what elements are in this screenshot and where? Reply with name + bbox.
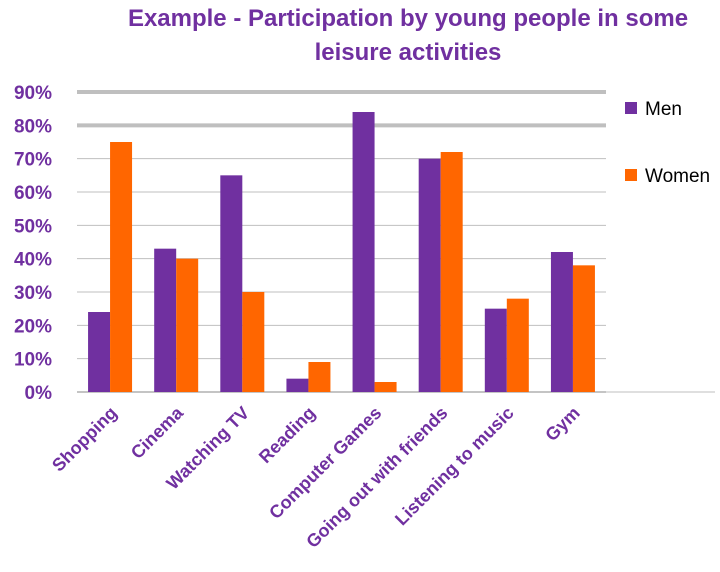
y-tick-label: 90% xyxy=(14,83,52,104)
y-tick-label: 20% xyxy=(14,316,52,337)
x-tick-label: Computer Games xyxy=(265,403,385,523)
chart-title-line-1: Example - Participation by young people … xyxy=(128,5,688,32)
bar-men xyxy=(484,308,507,392)
y-axis-ticks: 0% 10% 20% 30% 40% 50% 60% 70% 80% 90% xyxy=(14,83,52,404)
bars xyxy=(88,112,595,392)
y-tick-label: 70% xyxy=(14,150,52,171)
y-tick-label: 40% xyxy=(14,250,52,271)
y-tick-label: 30% xyxy=(14,283,52,304)
y-tick-label: 10% xyxy=(14,350,52,371)
bar-men xyxy=(88,312,111,392)
bar-men xyxy=(418,158,441,392)
legend-swatch-women xyxy=(625,169,637,181)
bar-women xyxy=(374,382,397,392)
x-tick-label: Shopping xyxy=(48,403,121,476)
bar-women xyxy=(242,292,265,392)
bar-men xyxy=(154,248,177,392)
bar-women xyxy=(506,298,529,392)
chart-title: Example - Participation by young people … xyxy=(128,5,688,66)
bar-women xyxy=(110,142,133,392)
bar-women xyxy=(572,265,595,392)
chart-title-line-2: leisure activities xyxy=(315,39,502,66)
bar-men xyxy=(286,378,309,392)
bar-men xyxy=(352,112,375,392)
legend-label-women: Women xyxy=(645,166,710,187)
bar-women xyxy=(308,362,331,392)
legend: Men Women xyxy=(625,99,710,187)
bar-women xyxy=(440,152,463,392)
legend-label-men: Men xyxy=(645,99,682,120)
y-tick-label: 60% xyxy=(14,183,52,204)
bar-men xyxy=(220,175,243,392)
x-tick-label: Reading xyxy=(255,403,319,467)
x-tick-label: Cinema xyxy=(127,402,188,463)
y-tick-label: 80% xyxy=(14,116,52,137)
y-tick-label: 0% xyxy=(25,383,53,404)
x-tick-label: Listening to music xyxy=(391,403,518,530)
legend-swatch-men xyxy=(625,102,637,114)
bar-men xyxy=(550,252,573,392)
y-tick-label: 50% xyxy=(14,216,52,237)
bar-women xyxy=(176,258,199,392)
x-tick-label: Gym xyxy=(541,403,583,445)
